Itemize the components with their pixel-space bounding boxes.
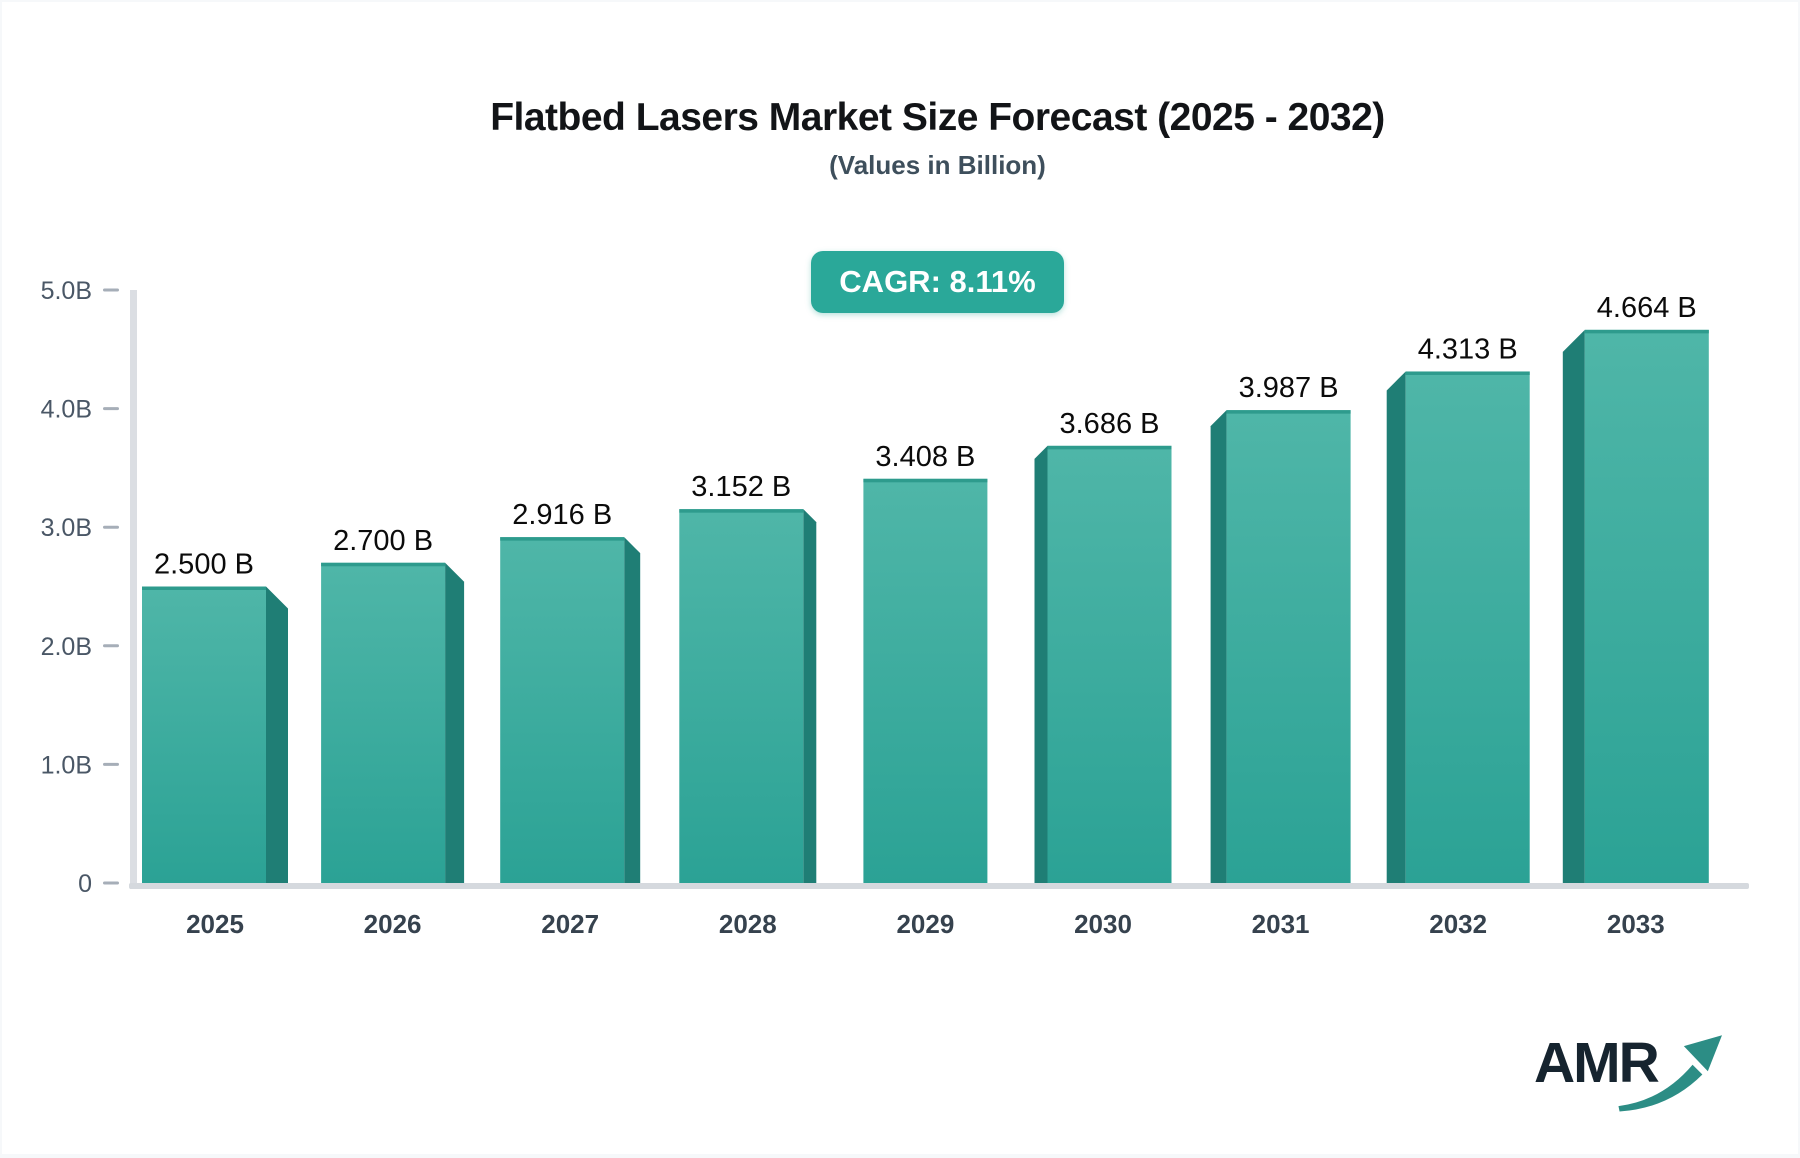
- bar-2027: [500, 537, 625, 883]
- x-axis-label-2028: 2028: [719, 909, 777, 939]
- bar-top-edge-2026: [321, 562, 446, 567]
- bar-value-label: 2.700 B: [333, 525, 433, 557]
- bar-2032: [1405, 371, 1530, 883]
- x-axis-label-2029: 2029: [896, 909, 954, 939]
- bar-top-edge-2025: [142, 586, 266, 590]
- bar-value-label: 3.987 B: [1239, 372, 1339, 404]
- x-axis-label-2031: 2031: [1252, 909, 1310, 939]
- chart-subtitle: (Values in Billion): [829, 150, 1046, 180]
- bar-top-edge-2028: [679, 509, 804, 513]
- bar-side-2032: [1386, 371, 1406, 883]
- amr-logo-text: AMR: [1534, 1031, 1660, 1095]
- y-axis-tick-label: 3.0B: [41, 514, 92, 542]
- bar-value-label: 2.500 B: [154, 549, 254, 581]
- bar-value-label: 2.916 B: [512, 499, 612, 531]
- y-axis-tick: [103, 881, 119, 885]
- x-axis-baseline: [129, 883, 1749, 889]
- bar-top-edge-2033: [1584, 329, 1709, 334]
- y-axis-tick-label: 4.0B: [41, 396, 92, 424]
- bar-top-edge-2032: [1405, 371, 1530, 375]
- y-axis-tick-label: 1.0B: [41, 751, 92, 779]
- bar-value-label: 3.686 B: [1060, 408, 1160, 440]
- cagr-badge: CAGR: 8.11%: [811, 251, 1064, 313]
- y-axis-tick: [103, 762, 119, 766]
- y-axis-tick: [103, 644, 119, 648]
- cagr-badge-row: CAGR: 8.11%: [77, 251, 1798, 313]
- bar-top-edge-2031: [1226, 410, 1351, 414]
- bar-side-2025: [266, 586, 288, 883]
- page-title: Flatbed Lasers Market Size Forecast (202…: [490, 96, 1385, 139]
- growth-arrow-icon: [1618, 1035, 1722, 1112]
- bar-side-2026: [445, 562, 465, 883]
- y-axis-tick: [103, 525, 119, 529]
- x-axis-label-2030: 2030: [1074, 909, 1132, 939]
- bar-value-label: 4.313 B: [1418, 333, 1518, 365]
- bar-value-label: 3.152 B: [691, 471, 791, 503]
- x-axis-label-2025: 2025: [186, 909, 244, 939]
- x-axis-label-2033: 2033: [1607, 909, 1665, 939]
- bar-value-label: 3.408 B: [875, 441, 975, 473]
- bar-side-2027: [624, 537, 641, 883]
- y-axis-tick-label: 2.0B: [41, 633, 92, 661]
- bar-value-label: 4.664 B: [1597, 292, 1697, 324]
- bar-side-2033: [1562, 329, 1585, 883]
- bar-2031: [1226, 410, 1351, 883]
- y-axis-tick: [103, 288, 119, 292]
- bar-2030: [1047, 445, 1172, 883]
- bar-2025: [142, 586, 266, 883]
- x-axis-label-2026: 2026: [364, 909, 422, 939]
- x-axis-label-2032: 2032: [1429, 909, 1487, 939]
- y-axis-tick: [103, 407, 119, 411]
- bar-2029: [863, 478, 988, 883]
- bar-side-2028: [803, 509, 817, 883]
- bar-side-2030: [1034, 445, 1048, 883]
- bar-top-edge-2027: [500, 537, 625, 541]
- bar-top-edge-2029: [863, 478, 988, 483]
- bar-side-2031: [1210, 410, 1227, 883]
- amr-logo: AMR: [1534, 1030, 1744, 1122]
- bar-2028: [679, 509, 804, 883]
- y-axis-line: [130, 290, 137, 889]
- bar-top-edge-2030: [1047, 445, 1172, 450]
- y-axis-tick-label: 5.0B: [41, 277, 92, 305]
- bar-2033: [1584, 329, 1709, 883]
- x-axis-label-2027: 2027: [541, 909, 599, 939]
- y-axis-tick-label: 0: [78, 870, 92, 898]
- bar-2026: [321, 562, 446, 883]
